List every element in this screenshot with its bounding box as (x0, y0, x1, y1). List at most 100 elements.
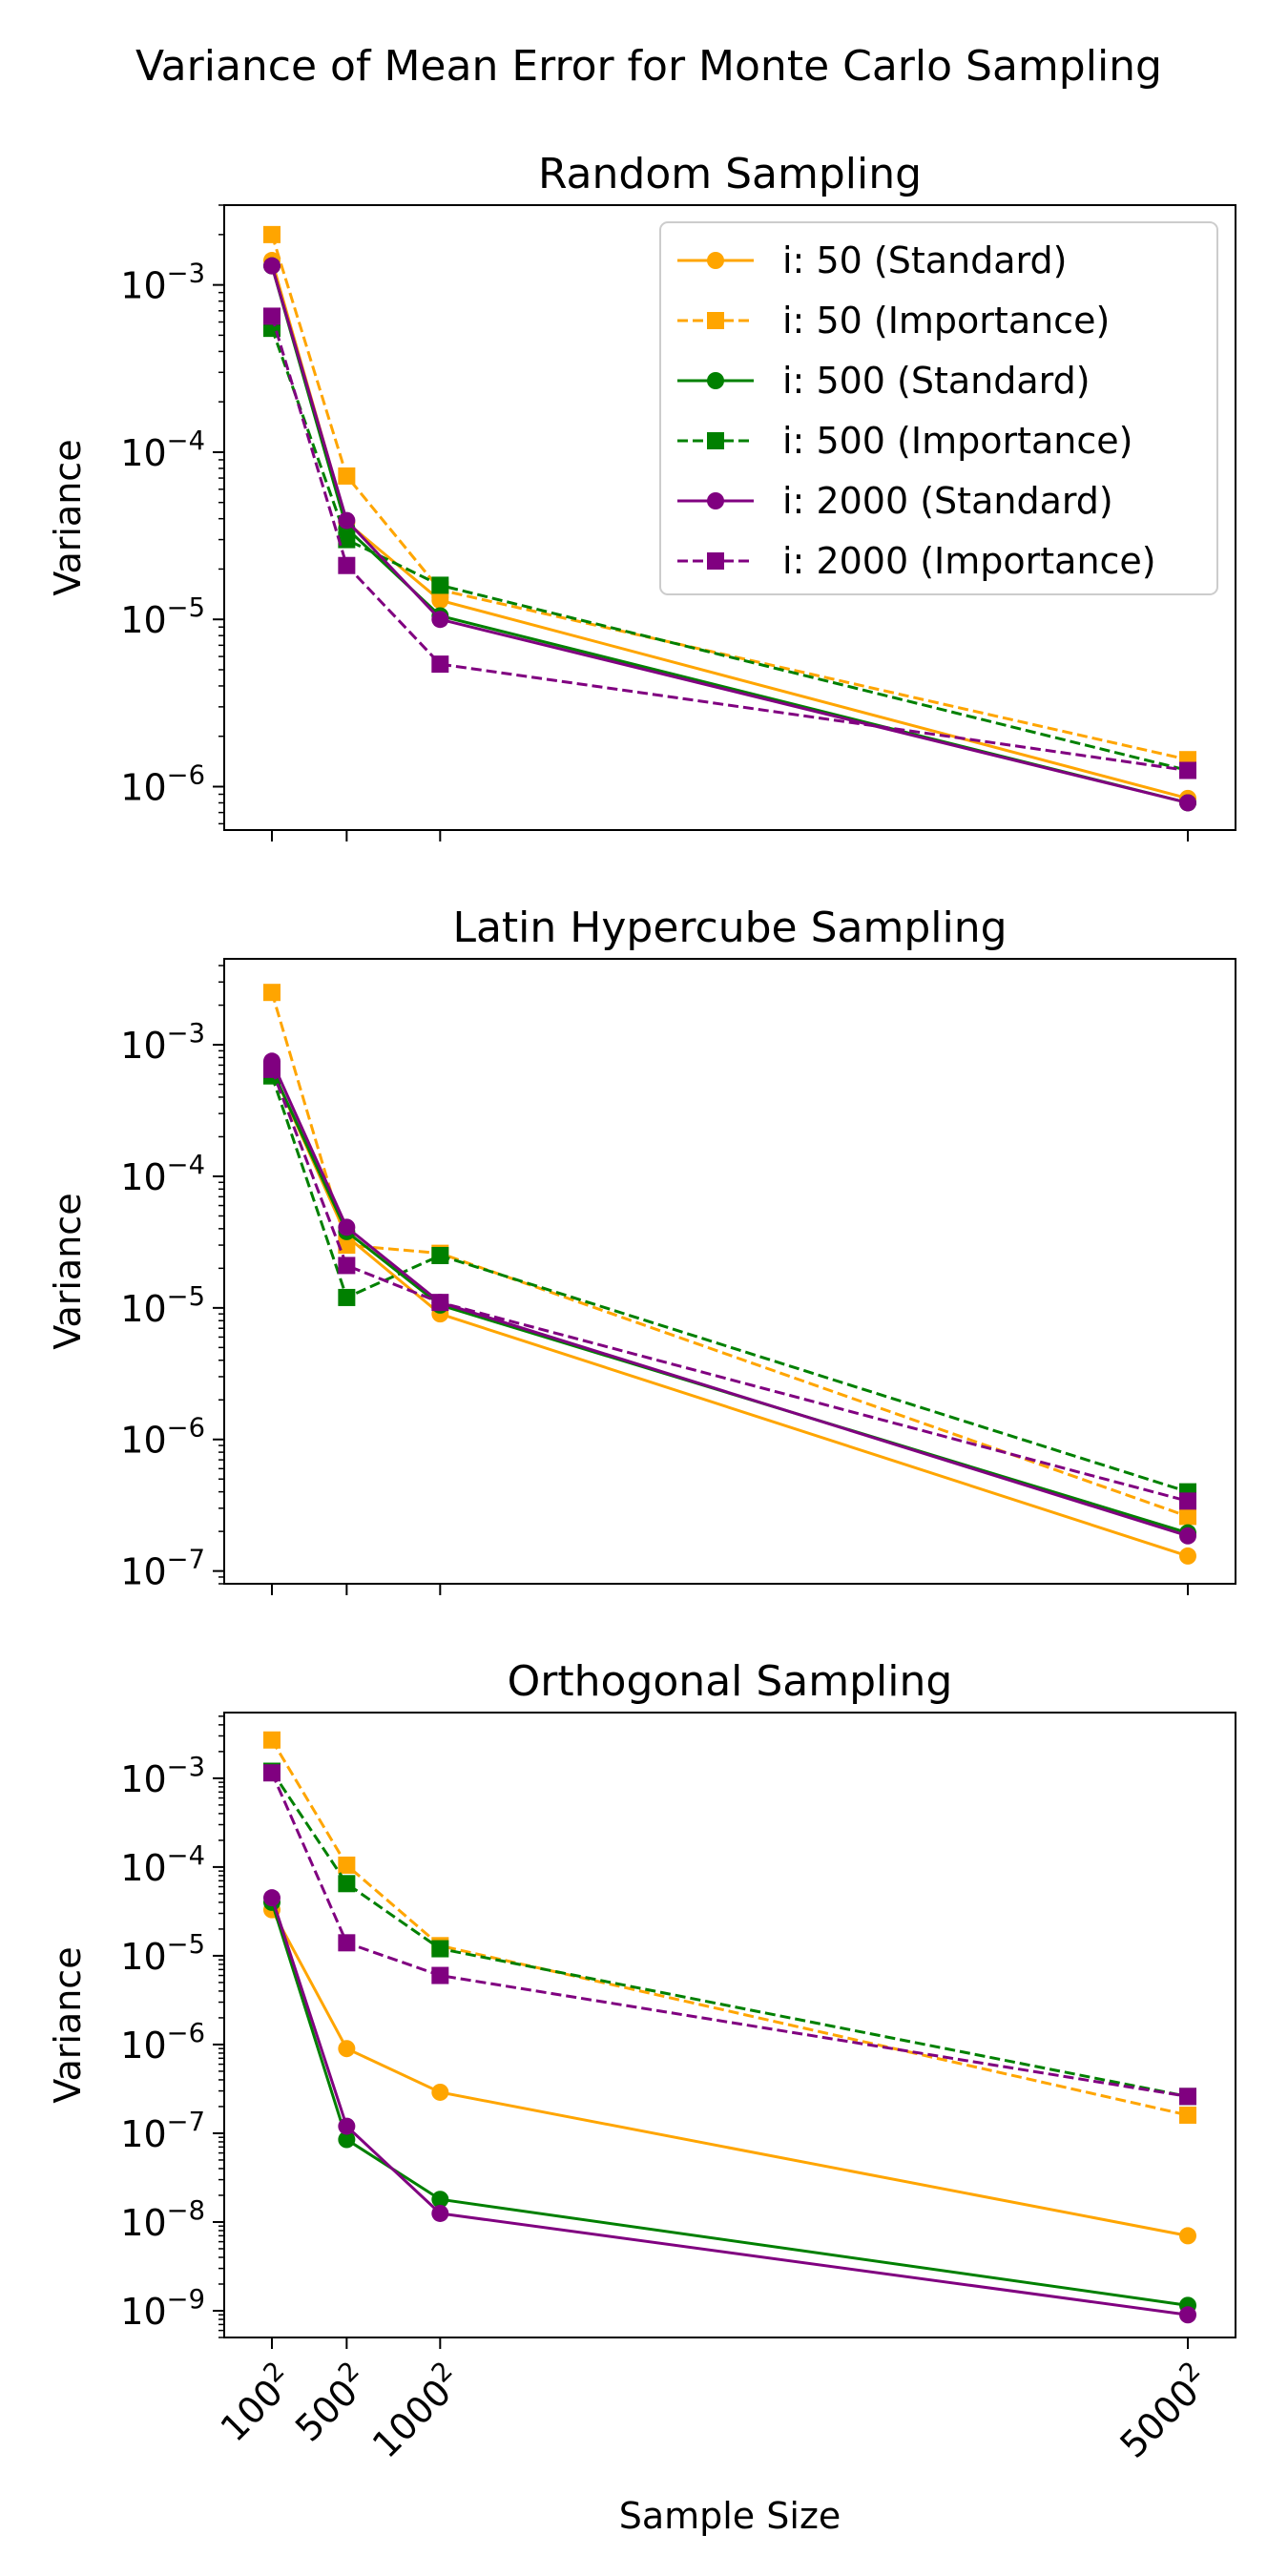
data-point (338, 2040, 356, 2058)
data-point (338, 2117, 356, 2135)
axes-frame (223, 204, 1236, 831)
y-tick-label: 10−3 (120, 1753, 205, 1800)
legend-label: i: 500 (Importance) (782, 420, 1132, 462)
legend: i: 50 (Standard) i: 50 (Importance) i: 500… (659, 221, 1218, 595)
data-point (263, 1731, 280, 1749)
data-point (431, 2204, 449, 2222)
data-point (338, 467, 356, 485)
y-tick-label: 10−9 (120, 2285, 205, 2333)
x-tick-label: 5002 (283, 2357, 377, 2450)
data-point (1179, 2306, 1196, 2324)
y-tick-label: 10−7 (120, 2108, 205, 2155)
data-point (1179, 2227, 1196, 2245)
data-point (431, 2191, 449, 2209)
data-point (431, 655, 449, 674)
figure-title: Variance of Mean Error for Monte Carlo S… (135, 42, 1162, 91)
legend-label: i: 500 (Standard) (782, 360, 1091, 402)
legend-marker (707, 432, 724, 449)
subplot-title: Orthogonal Sampling (508, 1657, 953, 1706)
data-point (338, 1875, 356, 1893)
series-line (270, 1060, 1189, 1538)
data-point (431, 1246, 449, 1264)
data-point (1179, 2088, 1196, 2106)
series-line (270, 265, 1189, 804)
series-6 (263, 1764, 1196, 2106)
y-axis-label: Variance (47, 439, 89, 595)
y-tick-label: 10−8 (120, 2196, 205, 2244)
data-point (1179, 1492, 1196, 1510)
y-tick-label: 10−4 (120, 1151, 205, 1198)
series-line (270, 1069, 1189, 1558)
data-point (338, 556, 356, 574)
legend-marker (707, 372, 724, 389)
series-3 (263, 1893, 1196, 2315)
y-tick-label: 10−5 (120, 1282, 205, 1330)
data-point (338, 1856, 356, 1874)
data-point (263, 257, 280, 275)
legend-entry: i: 500 (Standard) (677, 360, 1091, 402)
data-point (263, 307, 280, 325)
subplot-3: Orthogonal Sampling Variance 10−9 10−8 10−7 1… (47, 1657, 1236, 2537)
data-point (1179, 1547, 1196, 1565)
legend-label: i: 2000 (Standard) (782, 480, 1113, 522)
data-point (338, 511, 356, 530)
data-point (263, 984, 280, 1002)
series-6 (263, 307, 1196, 779)
series-line (270, 1908, 1189, 2237)
series-4 (263, 1762, 1196, 2106)
series-line (270, 234, 1189, 761)
data-point (431, 2083, 449, 2101)
y-tick-label: 10−3 (120, 1019, 205, 1067)
data-point (338, 1218, 356, 1236)
y-tick-label: 10−5 (120, 593, 205, 641)
plot-area (263, 225, 1196, 812)
series-2 (263, 984, 1196, 1526)
series-line (270, 1069, 1189, 1503)
subplot-title: Latin Hypercube Sampling (452, 904, 1007, 952)
y-tick-label: 10−5 (120, 1930, 205, 1978)
data-point (338, 1288, 356, 1306)
legend-entry: i: 2000 (Standard) (677, 480, 1113, 522)
data-point (263, 1889, 280, 1907)
x-tick-label: 50002 (1109, 2357, 1218, 2466)
legend-box (659, 221, 1218, 595)
subplot-1: Random Sampling Variance 10−6 10−5 10−4 10−3 i… (47, 150, 1236, 841)
series-line (270, 1770, 1189, 2098)
legend-label: i: 2000 (Importance) (782, 540, 1156, 582)
y-tick-label: 10−7 (120, 1546, 205, 1593)
series-5 (263, 1889, 1196, 2324)
legend-marker (707, 492, 724, 509)
data-point (263, 225, 280, 243)
subplot-title: Random Sampling (538, 150, 922, 198)
y-tick-label: 10−4 (120, 1841, 205, 1889)
x-tick-label: 10002 (361, 2357, 470, 2466)
data-point (431, 611, 449, 629)
data-point (338, 530, 356, 549)
series-line (270, 1738, 1189, 2117)
data-point (1179, 1527, 1196, 1545)
legend-marker (707, 312, 724, 329)
legend-entry: i: 50 (Standard) (677, 239, 1067, 281)
panels: Random Sampling Variance 10−6 10−5 10−4 10−3 i… (47, 150, 1236, 2537)
series-line (270, 1772, 1189, 2098)
data-point (431, 1966, 449, 1984)
data-point (263, 1060, 280, 1078)
data-point (431, 1294, 449, 1312)
axes-frame (223, 1712, 1236, 2338)
series-5 (263, 257, 1196, 812)
y-tick-label: 10−6 (120, 2019, 205, 2067)
series-line (270, 1897, 1189, 2316)
series-line (270, 1075, 1189, 1494)
x-tick-label: 1002 (209, 2357, 302, 2450)
data-point (263, 1764, 280, 1782)
data-point (1179, 1507, 1196, 1526)
subplot-2: Latin Hypercube Sampling Variance 10−7 10−6… (47, 904, 1236, 1595)
series-1 (263, 1060, 1196, 1565)
y-axis-label: Variance (47, 1946, 89, 2103)
legend-label: i: 50 (Importance) (782, 300, 1110, 342)
data-point (338, 1934, 356, 1952)
data-point (431, 576, 449, 594)
data-point (1179, 794, 1196, 812)
legend-label: i: 50 (Standard) (782, 239, 1067, 281)
